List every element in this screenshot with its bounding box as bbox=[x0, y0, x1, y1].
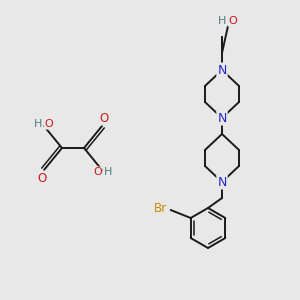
Text: H: H bbox=[104, 167, 112, 177]
Text: H: H bbox=[34, 119, 42, 129]
Text: O: O bbox=[44, 119, 53, 129]
Text: N: N bbox=[217, 64, 227, 76]
Text: N: N bbox=[217, 176, 227, 188]
Text: O: O bbox=[93, 167, 102, 177]
Text: Br: Br bbox=[154, 202, 167, 215]
Text: O: O bbox=[228, 16, 237, 26]
Text: N: N bbox=[217, 112, 227, 124]
Text: O: O bbox=[38, 172, 46, 184]
Text: H: H bbox=[218, 16, 226, 26]
Text: O: O bbox=[99, 112, 109, 124]
